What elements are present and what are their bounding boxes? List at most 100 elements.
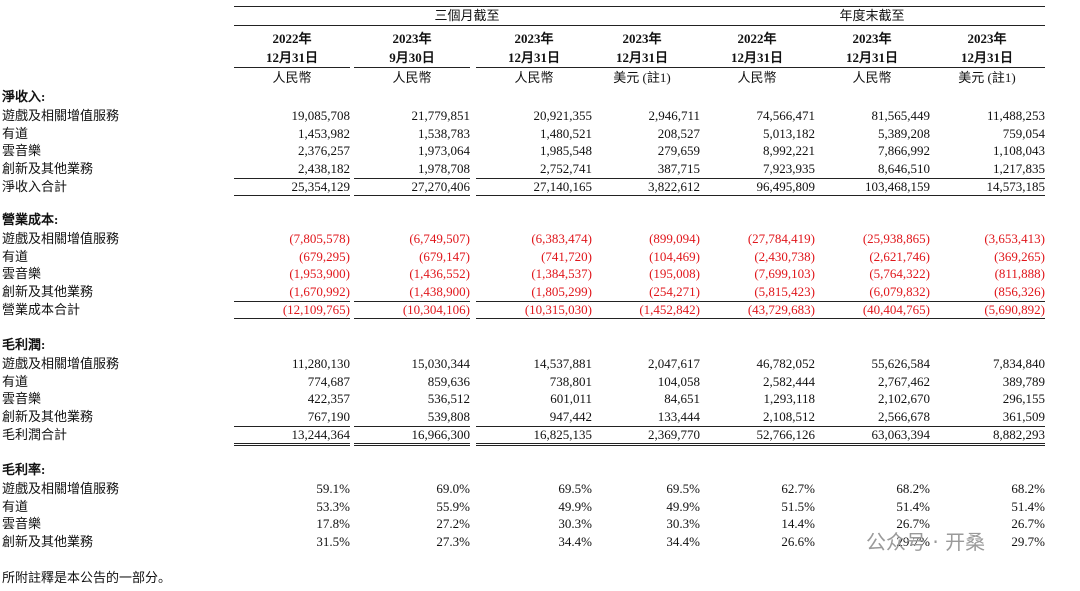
row-label: 創新及其他業務: [2, 409, 94, 425]
cell-value: 84,651: [664, 391, 700, 407]
cell-value: (6,749,507): [409, 231, 470, 246]
cell-value: 26.6%: [781, 534, 815, 550]
column-currency: 人民幣: [737, 70, 777, 85]
cell-value: 1,293,118: [763, 391, 815, 407]
cell-value: 49.9%: [666, 498, 700, 514]
row-label: 雲音樂: [2, 143, 42, 159]
cell-value: 2,582,444: [763, 373, 815, 389]
total-value: 16,966,300: [354, 425, 470, 446]
column-currency: 人民幣: [852, 70, 892, 85]
total-label: 毛利潤合計: [2, 426, 68, 442]
cell-value: 1,480,521: [540, 125, 592, 141]
cell-value: 104,058: [657, 373, 700, 389]
cell-value: 2,047,617: [648, 356, 700, 371]
cell-value: 2,108,512: [763, 409, 815, 425]
cell-value: 759,054: [1002, 125, 1045, 141]
cell-value: 361,509: [1002, 409, 1045, 425]
cell-value: 1,108,043: [993, 143, 1045, 159]
cell-value: (5,815,423): [754, 284, 815, 300]
row-label: 創新及其他業務: [2, 161, 94, 177]
cell-value: 74,566,471: [756, 108, 816, 123]
cell-value: 51.5%: [781, 498, 815, 514]
cell-value: 68.2%: [896, 481, 930, 496]
cell-value: (25,938,865): [862, 231, 930, 246]
column-currency: 人民幣: [272, 70, 312, 85]
column-year: 2022年: [737, 31, 777, 46]
cell-value: 30.3%: [666, 516, 700, 532]
cell-value: 17.8%: [316, 516, 350, 532]
cell-value: 859,636: [427, 373, 470, 389]
row-label: 遊戲及相關增值服務: [2, 481, 120, 496]
column-date: 12月31日: [584, 50, 700, 68]
cell-value: (5,764,322): [869, 266, 930, 282]
cell-value: (1,384,537): [531, 266, 592, 282]
cell-value: 296,155: [1002, 391, 1045, 407]
cell-value: 2,566,678: [878, 409, 930, 425]
cell-value: 536,512: [427, 391, 470, 407]
total-value: (1,452,842): [584, 300, 700, 319]
cell-value: 539,808: [427, 409, 470, 425]
row-label: 創新及其他業務: [2, 534, 94, 550]
total-label: 淨收入合計: [2, 178, 68, 194]
cell-value: 601,011: [550, 391, 592, 407]
total-value: (5,690,892): [929, 300, 1045, 319]
cell-value: 947,442: [549, 409, 592, 425]
total-value: (12,109,765): [234, 300, 350, 319]
cell-value: 26.7%: [896, 516, 930, 532]
column-date: 12月31日: [929, 50, 1045, 68]
total-value: 96,495,809: [699, 177, 815, 196]
cell-value: 49.9%: [558, 498, 592, 514]
cell-value: 31.5%: [316, 534, 350, 550]
total-value: 8,882,293: [929, 425, 1045, 446]
column-year: 2023年: [392, 31, 432, 46]
column-currency: 人民幣: [514, 70, 554, 85]
cell-value: 11,488,253: [986, 108, 1045, 123]
column-date: 12月31日: [814, 50, 930, 68]
cell-value: 2,752,741: [540, 161, 592, 177]
cell-value: 387,715: [657, 161, 700, 177]
cell-value: 2,102,670: [878, 391, 930, 407]
cell-value: 62.7%: [781, 481, 815, 496]
cell-value: (1,805,299): [531, 284, 592, 300]
cell-value: 389,789: [1002, 373, 1045, 389]
cell-value: 7,923,935: [763, 161, 815, 177]
section-title: 毛利潤:: [2, 337, 46, 352]
cell-value: 1,985,548: [540, 143, 592, 159]
cell-value: 69.5%: [666, 481, 700, 496]
cell-value: 1,538,783: [418, 125, 470, 141]
cell-value: (1,670,992): [289, 284, 350, 300]
total-value: 63,063,394: [814, 425, 930, 446]
cell-value: (1,438,900): [409, 284, 470, 300]
cell-value: 55.9%: [436, 498, 470, 514]
row-label: 有道: [2, 373, 29, 389]
cell-value: (6,079,832): [869, 284, 930, 300]
total-value: 52,766,126: [699, 425, 815, 446]
cell-value: 69.5%: [558, 481, 592, 496]
total-label: 營業成本合計: [2, 301, 81, 317]
cell-value: 422,357: [307, 391, 350, 407]
column-year: 2023年: [967, 31, 1007, 46]
cell-value: 1,978,708: [418, 161, 470, 177]
row-label: 創新及其他業務: [2, 284, 94, 300]
footnote: 所附註釋是本公告的一部分。: [2, 570, 172, 585]
cell-value: 53.3%: [316, 498, 350, 514]
cell-value: 46,782,052: [756, 356, 816, 371]
column-date: 12月31日: [476, 50, 592, 68]
row-label: 有道: [2, 248, 29, 264]
cell-value: (2,430,738): [754, 248, 815, 264]
total-value: 13,244,364: [234, 425, 350, 446]
total-value: (10,315,030): [476, 300, 592, 319]
cell-value: (1,953,900): [289, 266, 350, 282]
cell-value: 21,779,851: [411, 108, 471, 123]
total-value: 25,354,129: [234, 177, 350, 196]
cell-value: (1,436,552): [409, 266, 470, 282]
cell-value: 279,659: [657, 143, 700, 159]
column-date: 12月31日: [234, 50, 350, 68]
group-header: 年度末截至: [699, 6, 1045, 26]
cell-value: 2,438,182: [298, 161, 350, 177]
cell-value: (856,326): [994, 284, 1045, 300]
cell-value: (7,699,103): [754, 266, 815, 282]
cell-value: 59.1%: [316, 481, 350, 496]
total-value: 27,140,165: [476, 177, 592, 196]
cell-value: 5,013,182: [763, 125, 815, 141]
